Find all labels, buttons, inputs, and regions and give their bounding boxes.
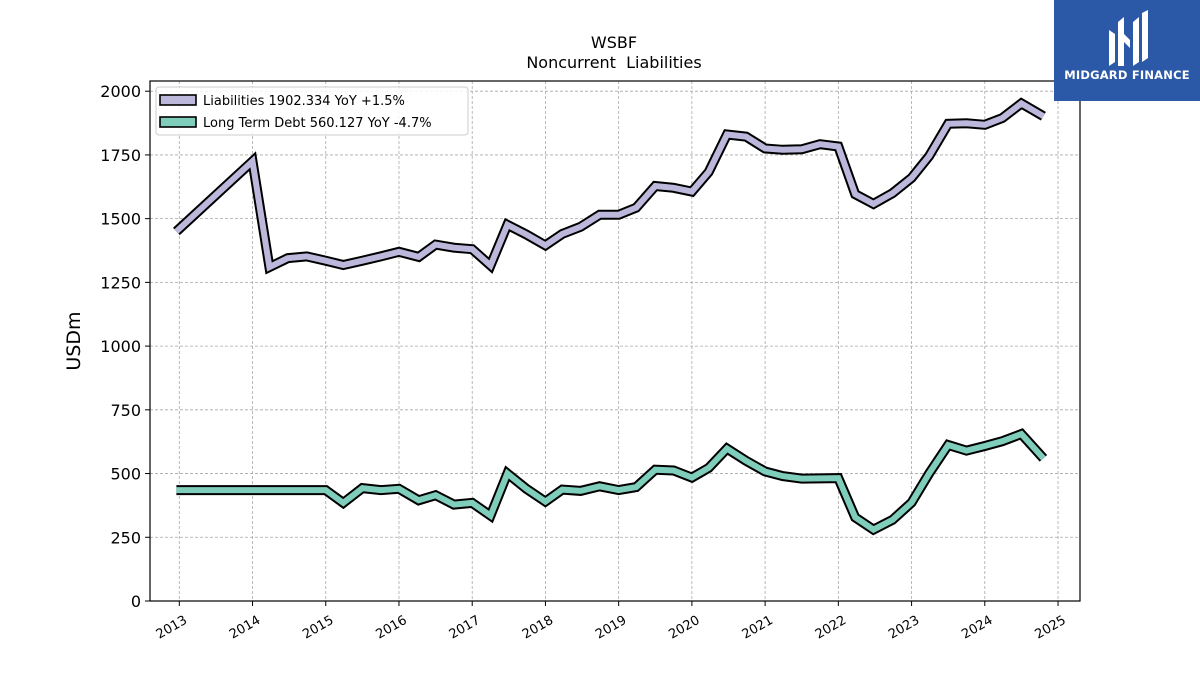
legend-swatch-1 [159,116,197,128]
logo-text: MIDGARD FINANCE [1064,68,1190,82]
x-tick-label: 2024 [959,613,995,643]
x-tick-label: 2022 [813,613,849,643]
x-tick-label: 2013 [154,613,190,643]
x-tick-label: 2015 [300,613,336,643]
legend-label-1: Long Term Debt 560.127 YoY -4.7% [203,116,432,131]
x-tick-label: 2021 [740,613,776,643]
chart-subtitle: Noncurrent Liabilities [526,53,701,72]
series-layer [173,97,1048,536]
x-tick-label: 2020 [666,613,702,643]
x-tick-label: 2016 [373,613,409,643]
x-tick-label: 2017 [447,613,483,643]
plot-frame [149,80,1081,602]
grid [150,81,1080,602]
y-axis-label: USDm [63,311,85,370]
logo-mark-icon [1109,10,1148,66]
legend: Liabilities 1902.334 YoY +1.5% Long Term … [155,86,469,136]
y-tick-label: 0 [131,592,141,611]
x-tick-label: 2019 [593,613,629,643]
y-tick-label: 1250 [100,273,141,292]
chart-title: WSBF [591,33,637,52]
series-line-0 [174,99,1045,272]
y-tick-label: 750 [110,401,141,420]
legend-swatch-0 [159,94,197,106]
y-tick-label: 1000 [100,337,141,356]
x-tick-label: 2018 [520,613,556,643]
y-tick-label: 250 [110,528,141,547]
midgard-finance-logo: MIDGARD FINANCE [1054,0,1200,101]
y-tick-label: 2000 [100,82,141,101]
legend-label-0: Liabilities 1902.334 YoY +1.5% [203,94,405,109]
series-outline-1 [176,428,1048,536]
y-tick-label: 1500 [100,210,141,229]
x-tick-label: 2025 [1033,613,1069,643]
legend-box [155,86,469,136]
x-tick-label: 2023 [886,613,922,643]
y-tick-label: 500 [110,465,141,484]
x-tick-label: 2014 [227,613,263,643]
y-tick-label: 1750 [100,146,141,165]
series-line-1 [176,430,1046,534]
